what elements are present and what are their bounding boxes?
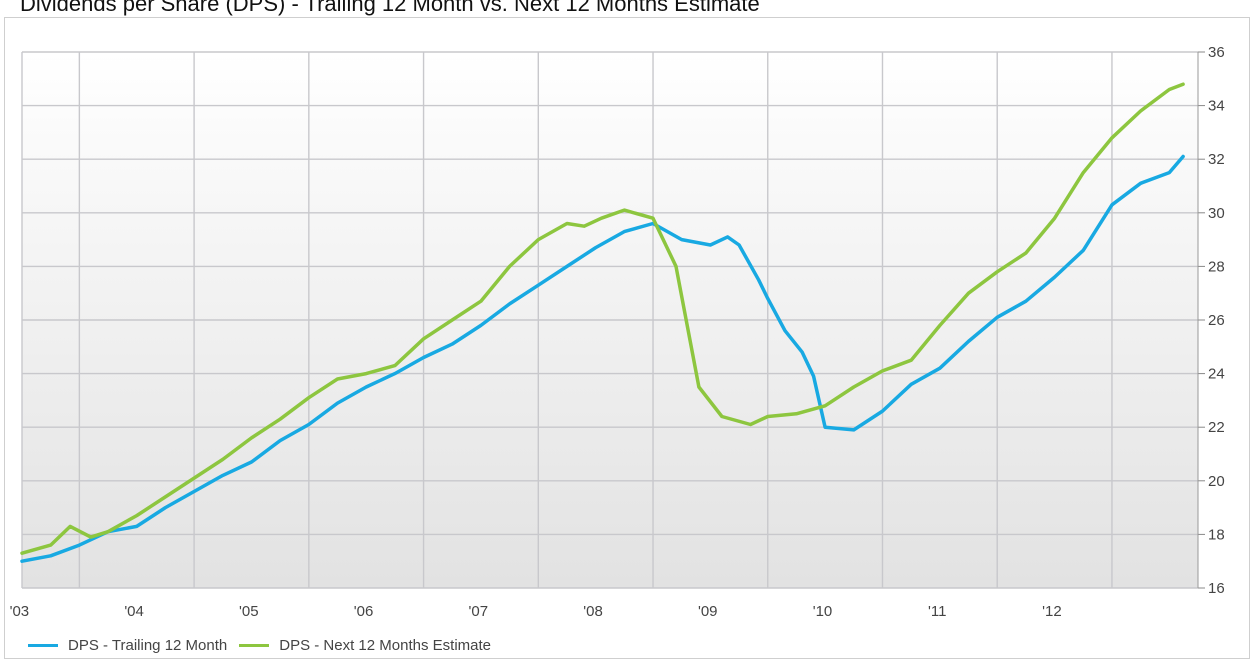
x-tick-label: '11 — [928, 603, 946, 620]
x-tick-label: '06 — [354, 603, 374, 620]
y-tick-label: 20 — [1208, 473, 1225, 490]
x-tick-label: '09 — [698, 603, 718, 620]
y-tick-label: 26 — [1208, 312, 1225, 329]
y-tick-label: 24 — [1208, 366, 1225, 383]
grid — [21, 51, 1205, 589]
x-axis: '03 '04 '05 '06 '07 '08 '09 '10 '11 '12 — [10, 603, 1062, 620]
y-tick-label: 16 — [1208, 580, 1225, 597]
y-axis: 16 18 20 22 24 26 28 30 32 34 36 — [1208, 44, 1225, 597]
x-tick-label: '03 — [10, 603, 30, 620]
legend-swatch-trailing — [28, 643, 58, 647]
legend-label-trailing: DPS - Trailing 12 Month — [68, 636, 228, 654]
legend-swatch-estimate — [239, 643, 270, 647]
legend: DPS - Trailing 12 Month DPS - Next 12 Mo… — [28, 633, 503, 657]
y-tick-label: 30 — [1208, 205, 1225, 222]
x-tick-label: '07 — [469, 603, 489, 620]
x-tick-label: '08 — [583, 603, 603, 620]
x-tick-label: '05 — [239, 603, 259, 620]
series-lines — [20, 82, 1185, 563]
x-tick-label: '04 — [124, 603, 144, 620]
y-tick-label: 22 — [1208, 419, 1225, 436]
y-tick-label: 18 — [1208, 526, 1225, 543]
series-line-estimate — [20, 82, 1185, 555]
y-tick-label: 34 — [1208, 98, 1225, 115]
chart-frame — [4, 17, 1250, 659]
x-tick-label: '10 — [813, 603, 833, 620]
chart-title: Dividends per Share (DPS) - Trailing 12 … — [20, 0, 760, 16]
x-tick-label: '12 — [1042, 603, 1062, 620]
legend-label-estimate: DPS - Next 12 Months Estimate — [279, 636, 491, 654]
y-tick-label: 32 — [1208, 151, 1225, 168]
legend-item-trailing[interactable]: DPS - Trailing 12 Month — [28, 637, 227, 654]
y-tick-label: 28 — [1208, 258, 1225, 275]
legend-item-estimate[interactable]: DPS - Next 12 Months Estimate — [239, 637, 491, 654]
y-tick-label: 36 — [1208, 44, 1225, 61]
series-line-trailing — [20, 154, 1185, 563]
